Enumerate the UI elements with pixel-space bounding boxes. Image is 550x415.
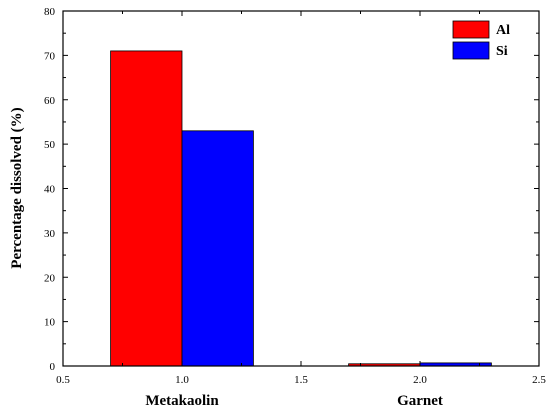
y-tick-label: 10 xyxy=(44,317,56,329)
bars-group xyxy=(110,50,492,367)
x-tick-label: 2.5 xyxy=(532,374,546,386)
legend-swatch-al xyxy=(452,20,490,39)
legend-label-si: Si xyxy=(496,44,508,59)
x-tick-label: 1.0 xyxy=(175,374,189,386)
legend: Al Si xyxy=(452,20,510,60)
ticks-group xyxy=(62,10,540,367)
bar-al-metakaolin xyxy=(110,50,183,367)
y-tick-label: 80 xyxy=(44,6,56,18)
tick-labels-group: 0 10 20 30 40 50 60 70 80 0.5 1.0 1.5 2.0 2.5 xyxy=(44,6,546,386)
bar-si-metakaolin xyxy=(181,130,254,367)
category-label-garnet: Garnet xyxy=(397,393,443,409)
y-tick-label: 30 xyxy=(44,228,56,240)
y-tick-label: 40 xyxy=(44,184,56,196)
x-tick-label: 2.0 xyxy=(413,374,427,386)
category-label-metakaolin: Metakaolin xyxy=(145,393,219,409)
legend-swatch-si xyxy=(452,41,490,60)
x-tick-label: 1.5 xyxy=(294,374,308,386)
y-tick-label: 60 xyxy=(44,95,56,107)
x-tick-label: 0.5 xyxy=(56,374,70,386)
y-tick-label: 70 xyxy=(44,50,56,62)
y-tick-label: 50 xyxy=(44,139,56,151)
legend-label-al: Al xyxy=(496,23,510,38)
y-tick-label: 20 xyxy=(44,272,56,284)
y-tick-label: 0 xyxy=(50,361,56,373)
category-labels-group: Metakaolin Garnet xyxy=(145,393,443,409)
y-axis-title: Percentage dissolved (%) xyxy=(9,107,25,268)
